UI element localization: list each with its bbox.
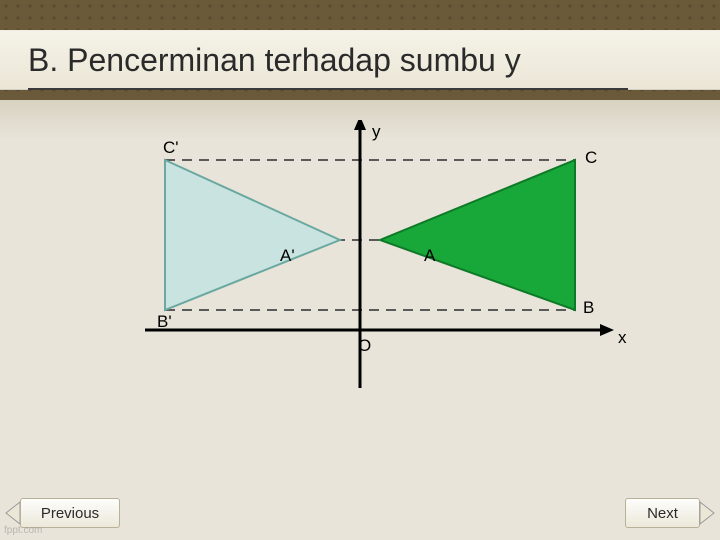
next-button[interactable]: Next (625, 498, 700, 528)
title-underline (28, 88, 628, 90)
diagram-svg (90, 120, 630, 420)
reflected-triangle (165, 160, 340, 310)
label-A: A (424, 246, 435, 266)
page-title: B. Pencerminan terhadap sumbu y (28, 42, 521, 79)
reflection-diagram: y x O C' C A' A B' B (90, 120, 630, 420)
label-C-prime: C' (163, 138, 179, 158)
logo-text: fppt.com (4, 525, 42, 536)
prev-button[interactable]: Previous (20, 498, 120, 528)
x-axis-label: x (618, 328, 627, 348)
label-C: C (585, 148, 597, 168)
y-axis-label: y (372, 122, 381, 142)
title-bar: B. Pencerminan terhadap sumbu y (0, 30, 720, 90)
next-arrow-icon (698, 500, 716, 526)
label-A-prime: A' (280, 246, 295, 266)
prev-button-label: Previous (41, 505, 99, 522)
original-triangle (380, 160, 575, 310)
label-B-prime: B' (157, 312, 172, 332)
next-button-label: Next (647, 505, 678, 522)
origin-label: O (358, 336, 371, 356)
label-B: B (583, 298, 594, 318)
